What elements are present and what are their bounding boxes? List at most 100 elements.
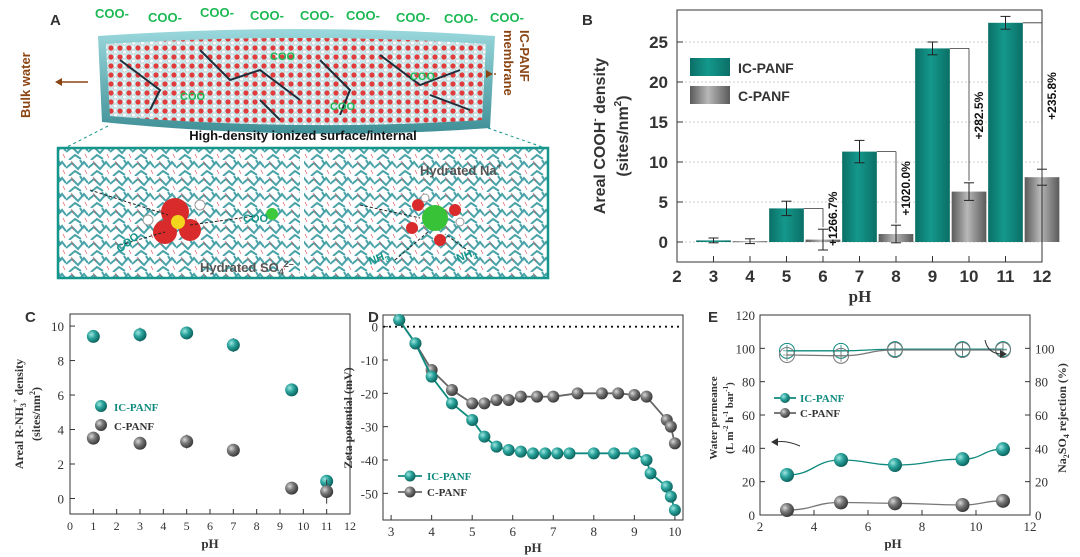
point-ic-panf [466, 414, 479, 426]
coo-inner-label: COO [410, 71, 436, 83]
water-oxygen [406, 222, 418, 234]
point-ic-panf [587, 447, 600, 460]
panel-d-xlabel: pH [524, 540, 541, 555]
x-tick-label: 4 [745, 267, 755, 286]
point-c-panf-rejection [779, 347, 795, 363]
point-ic-panf [780, 468, 794, 482]
x-tick-label: 4 [428, 524, 435, 539]
point-c-panf [668, 437, 681, 450]
coo-top-label: COO- [95, 6, 129, 21]
point-ic-panf [563, 447, 576, 460]
coo-top-label: COO- [346, 8, 380, 23]
y-right-tick-label: 60 [1035, 408, 1048, 423]
point-ic-panf [393, 314, 406, 326]
membrane-cracks [119, 49, 471, 121]
coo-top-label: COO- [444, 11, 478, 26]
legend-marker-c-panf [404, 486, 416, 498]
point-c-panf-rejection [954, 342, 971, 358]
coo-inner-label: COO [330, 101, 356, 113]
panel-b-legend: IC-PANF C-PANF [690, 58, 794, 104]
point-ic-panf [644, 467, 657, 480]
panel-a: A COO- COO- COO- COO- COO- COO- COO- COO- COO- C… [18, 5, 550, 280]
point-ic-panf [285, 383, 299, 397]
water-oxygen [412, 199, 424, 211]
x-tick-label: 5 [469, 524, 476, 539]
y-tick-label: 4 [58, 423, 65, 438]
increase-annotation: +1266.7% [826, 191, 840, 246]
y-tick-label: -40 [361, 453, 378, 468]
y-right-tick-label: 0 [1035, 508, 1042, 523]
x-tick-label: 5 [782, 267, 791, 286]
panel-c-letter: C [25, 309, 36, 326]
point-ic-panf [955, 452, 970, 467]
x-tick-label: 7 [550, 524, 557, 539]
y-tick-label: -30 [361, 420, 378, 435]
point-ic-panf [539, 447, 552, 460]
right-axis-indicator-arrowhead [1000, 350, 1007, 358]
y-tick-label: 20 [649, 73, 668, 92]
point-ic-panf [608, 447, 621, 460]
sodium-ion-small [266, 208, 278, 220]
point-c-panf [888, 496, 902, 511]
legend-marker-ic-panf [404, 470, 416, 482]
point-ic-panf [640, 454, 653, 466]
legend-marker-ic-panf [95, 400, 107, 412]
coo-top-label: COO- [396, 10, 430, 25]
x-tick-label: 9 [928, 267, 937, 286]
water-oxygen [434, 234, 446, 246]
point-c-panf [664, 420, 677, 433]
point-ic-panf [180, 326, 194, 340]
interaction-line [359, 204, 421, 219]
legend-label-ic-panf: IC-PANF [738, 60, 794, 76]
x-tick-label: 2 [672, 267, 681, 286]
point-c-panf [571, 387, 584, 400]
water-hydrogen [420, 193, 430, 203]
point-ic-panf [226, 338, 240, 352]
point-c-panf [996, 493, 1010, 508]
point-c-panf [445, 384, 458, 396]
coo-top-labels: COO- COO- COO- COO- COO- COO- COO- COO- COO- [95, 5, 524, 26]
point-c-panf [595, 387, 608, 400]
coo-top-label: COO- [200, 5, 234, 20]
legend-label-c-panf: C-PANF [800, 408, 840, 420]
x-tick-label: 4 [160, 519, 166, 533]
panel-e-letter: E [708, 309, 718, 326]
line-c-panf [398, 319, 676, 444]
water-oxygen [449, 204, 461, 216]
point-c-panf [628, 389, 641, 401]
nh3-inset-label: NH3 [455, 246, 479, 266]
increase-annotation: +235.8% [1045, 72, 1059, 120]
y-left-tick-label: 60 [742, 408, 755, 423]
y-left-tick-label: 40 [742, 441, 755, 456]
y-left-tick-label: 0 [749, 508, 756, 523]
y-tick-label: 10 [649, 153, 668, 172]
x-tick-label: 12 [344, 519, 356, 533]
panel-c-legend: IC-PANF C-PANF [95, 400, 159, 433]
interaction-line [89, 189, 169, 216]
x-tick-label: 8 [891, 267, 900, 286]
x-tick-label: 10 [668, 524, 681, 539]
legend-swatch-c-panf [690, 86, 730, 104]
x-tick-label: 7 [230, 519, 236, 533]
point-ic-panf [514, 445, 527, 458]
y-tick-label: 10 [51, 319, 64, 334]
point-c-panf [180, 435, 194, 449]
panel-b-letter: B [582, 12, 593, 29]
membrane-label-line1: IC-PANF [517, 30, 532, 82]
coo-top-label: COO- [300, 8, 334, 23]
point-ic-panf [527, 447, 539, 460]
x-tick-label: 12 [1024, 519, 1037, 534]
panel-c-frame [69, 313, 351, 515]
x-tick-label: 6 [509, 524, 516, 539]
point-c-panf [640, 390, 653, 403]
panel-e-axes: 0 20 40 60 80 100 120 0 20 40 60 80 100 2 4 6 8 10 12 [736, 308, 1055, 534]
point-ic-panf [664, 490, 677, 503]
point-ic-panf [628, 447, 641, 460]
y-right-tick-label: 100 [1035, 341, 1055, 356]
panel-b-xlabel: pH [849, 287, 872, 306]
legend-label-ic-panf: IC-PANF [800, 393, 845, 405]
legend-label-c-panf: C-PANF [114, 421, 154, 433]
increase-annotation: +282.5% [972, 91, 986, 139]
point-ic-panf [888, 458, 902, 472]
